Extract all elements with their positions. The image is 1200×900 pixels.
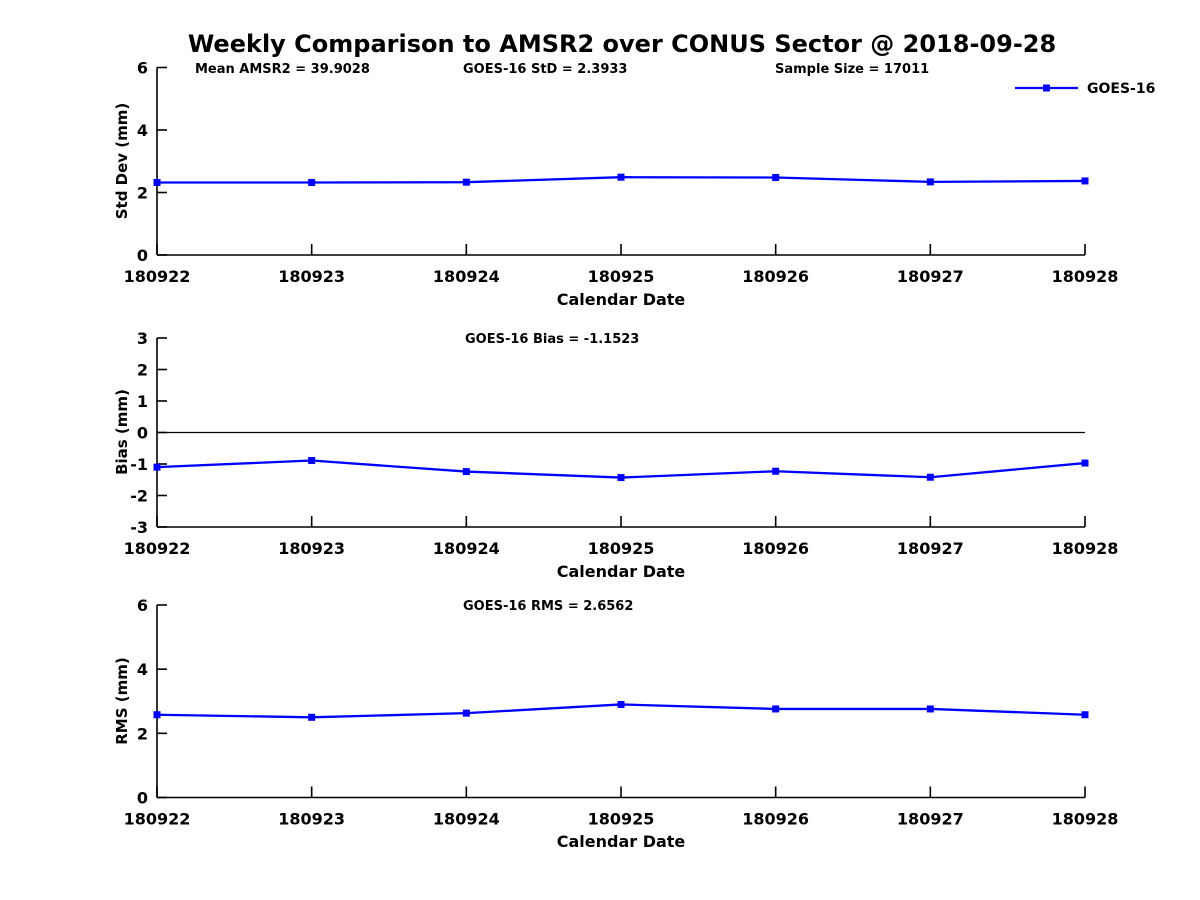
y-axis-title-std-dev: Std Dev (mm) xyxy=(113,103,131,220)
y-tick-label: 2 xyxy=(137,184,148,203)
x-axis-title-calendar-date-3: Calendar Date xyxy=(557,832,686,851)
data-point-marker xyxy=(772,705,780,713)
x-tick-label: 180925 xyxy=(588,810,655,829)
annotation-goes16-bias: GOES-16 Bias = -1.1523 xyxy=(465,332,639,347)
data-point-marker xyxy=(617,173,625,181)
panel-std-dev: Mean AMSR2 = 39.9028 GOES-16 StD = 2.393… xyxy=(113,59,1118,310)
x-tick-label: 180923 xyxy=(278,539,345,558)
annotation-goes16-std: GOES-16 StD = 2.3933 xyxy=(463,62,627,77)
x-tick-label: 180922 xyxy=(124,810,191,829)
x-tick-label: 180928 xyxy=(1052,810,1119,829)
x-tick-label: 180924 xyxy=(433,810,500,829)
x-tick-label: 180924 xyxy=(433,539,500,558)
x-tick-label: 180925 xyxy=(588,539,655,558)
x-tick-label: 180923 xyxy=(278,810,345,829)
data-point-marker xyxy=(462,468,470,476)
y-tick-label: 3 xyxy=(137,329,148,348)
chart-title: Weekly Comparison to AMSR2 over CONUS Se… xyxy=(188,30,1056,58)
data-point-marker xyxy=(926,178,934,186)
y-tick-label: 0 xyxy=(137,246,148,265)
data-point-marker xyxy=(1081,711,1089,719)
x-tick-label: 180926 xyxy=(742,539,809,558)
plot-area-rms: 0 2 4 6 180922 180923 180924 180925 180926 180927… xyxy=(124,596,1119,829)
x-tick-label: 180922 xyxy=(124,267,191,286)
x-tick-label: 180927 xyxy=(897,539,964,558)
y-tick-label: 6 xyxy=(137,59,148,78)
data-point-marker xyxy=(153,179,161,186)
data-point-marker xyxy=(617,474,625,482)
x-tick-label: 180926 xyxy=(742,267,809,286)
y-tick-label: 4 xyxy=(137,660,148,679)
y-axis-title-rms: RMS (mm) xyxy=(113,657,131,744)
data-point-marker xyxy=(308,179,316,186)
data-point-marker xyxy=(308,713,316,721)
x-axis-title-calendar-date-2: Calendar Date xyxy=(557,562,686,581)
x-tick-label: 180926 xyxy=(742,810,809,829)
x-tick-label: 180924 xyxy=(433,267,500,286)
data-point-marker xyxy=(462,709,470,717)
data-point-marker xyxy=(1081,459,1089,467)
y-tick-label: 2 xyxy=(137,361,148,380)
y-tick-label: 6 xyxy=(137,596,148,615)
panel-bias: GOES-16 Bias = -1.1523 Bias (mm) Calenda… xyxy=(113,329,1118,581)
data-point-marker xyxy=(153,711,161,719)
plot-area-std-dev: 0 2 4 6 180922 180923 180924 180925 180926 180927… xyxy=(124,59,1119,287)
data-point-marker xyxy=(1081,177,1089,185)
x-tick-label: 180923 xyxy=(278,267,345,286)
plot-area-bias: 3 2 1 0 -1 -2 -3 180922 180923 180924 180925 180926… xyxy=(124,329,1119,558)
y-axis-title-bias: Bias (mm) xyxy=(113,389,131,475)
data-point-marker xyxy=(308,457,316,465)
x-tick-label: 180925 xyxy=(588,267,655,286)
data-point-marker xyxy=(772,467,780,475)
y-tick-label: 0 xyxy=(137,424,148,443)
y-tick-label: 2 xyxy=(137,724,148,743)
data-point-marker xyxy=(772,174,780,181)
y-tick-label: 4 xyxy=(137,121,148,140)
panel-rms: GOES-16 RMS = 2.6562 RMS (mm) Calendar D… xyxy=(113,596,1118,851)
data-point-marker xyxy=(617,700,625,708)
x-tick-label: 180928 xyxy=(1052,267,1119,286)
data-point-marker xyxy=(153,463,161,471)
annotation-goes16-rms: GOES-16 RMS = 2.6562 xyxy=(463,599,633,614)
annotation-sample-size: Sample Size = 17011 xyxy=(775,62,929,77)
x-tick-label: 180927 xyxy=(897,267,964,286)
legend: GOES-16 xyxy=(1015,81,1155,97)
y-tick-label: -1 xyxy=(130,455,148,474)
x-tick-label: 180928 xyxy=(1052,539,1119,558)
x-axis-title-calendar-date-1: Calendar Date xyxy=(557,290,686,309)
legend-series-label: GOES-16 xyxy=(1087,81,1155,97)
x-tick-label: 180922 xyxy=(124,539,191,558)
y-tick-label: 0 xyxy=(137,789,148,808)
data-point-marker xyxy=(926,705,934,713)
y-tick-label: -3 xyxy=(130,518,148,537)
annotation-mean-amsr2: Mean AMSR2 = 39.9028 xyxy=(195,62,370,77)
x-tick-label: 180927 xyxy=(897,810,964,829)
data-point-marker xyxy=(462,178,470,186)
data-point-marker xyxy=(926,473,934,481)
legend-marker-icon xyxy=(1043,84,1050,92)
y-tick-label: 1 xyxy=(137,392,148,411)
y-tick-label: -2 xyxy=(130,487,148,506)
